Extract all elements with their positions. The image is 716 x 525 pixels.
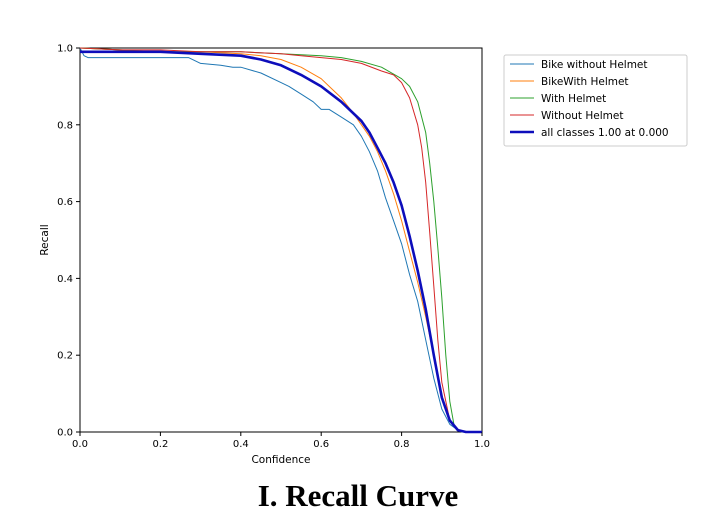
series-line-5 — [80, 50, 482, 434]
series-line-3 — [79, 47, 482, 433]
legend-label: With Helmet — [541, 93, 606, 105]
series-line-4 — [79, 47, 482, 433]
plot-area: 0.0 0.2 0.4 0.6 0.8 1.0 0.0 0.2 0.4 0.6 0.8 1.0 — [57, 44, 490, 451]
y-tick-label: 0.8 — [57, 120, 73, 131]
legend-items: Bike without Helmet BikeWith Helmet With H… — [510, 59, 669, 139]
y-tick-label: 1.0 — [57, 44, 73, 55]
legend: Bike without Helmet BikeWith Helmet With H… — [503, 54, 688, 147]
x-tick-label: 1.0 — [474, 439, 490, 450]
legend-label: all classes 1.00 at 0.000 — [541, 127, 669, 139]
x-axis-ticks: 0.0 0.2 0.4 0.6 0.8 1.0 — [72, 432, 490, 450]
x-tick-label: 0.2 — [152, 439, 168, 450]
y-axis-label: Recall — [39, 224, 51, 255]
series-layer — [79, 47, 482, 434]
series-line-2 — [79, 47, 482, 433]
figure-caption: I. Recall Curve — [257, 478, 459, 513]
x-tick-label: 0.8 — [394, 439, 410, 450]
legend-label: BikeWith Helmet — [541, 76, 629, 88]
x-tick-label: 0.6 — [313, 439, 329, 450]
y-tick-label: 0.0 — [57, 428, 73, 439]
series-line-1 — [79, 47, 482, 433]
plot-frame — [79, 47, 483, 433]
legend-label: Bike without Helmet — [541, 59, 648, 71]
y-tick-label: 0.2 — [57, 351, 73, 362]
legend-box — [503, 54, 688, 147]
y-tick-label: 0.4 — [57, 274, 73, 285]
y-axis-ticks: 0.0 0.2 0.4 0.6 0.8 1.0 — [57, 44, 80, 439]
x-tick-label: 0.4 — [233, 439, 249, 450]
legend-label: Without Helmet — [541, 110, 623, 122]
x-tick-label: 0.0 — [72, 439, 88, 450]
x-axis-label: Confidence — [251, 454, 310, 466]
y-tick-label: 0.6 — [57, 197, 73, 208]
